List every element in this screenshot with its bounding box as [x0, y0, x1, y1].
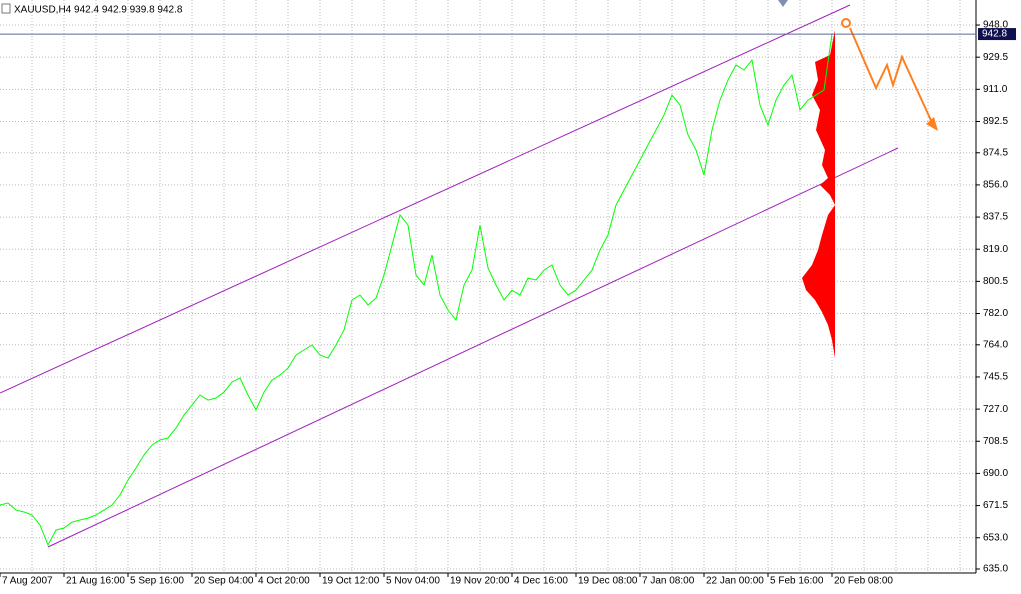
y-tick-label: 727.0 [983, 404, 1008, 415]
x-tick-label: 21 Aug 16:00 [66, 576, 125, 587]
x-tick-label: 22 Jan 00:00 [706, 576, 764, 587]
y-tick-label: 948.0 [983, 20, 1008, 31]
forecast-arrow [841, 18, 938, 131]
chart-icon [1, 3, 11, 14]
x-tick-label: 5 Feb 16:00 [770, 576, 824, 587]
y-tick-label: 690.0 [983, 468, 1008, 479]
y-tick-label: 653.0 [983, 532, 1008, 543]
arrow-head [926, 117, 938, 131]
x-tick-label: 19 Nov 20:00 [450, 576, 510, 587]
x-tick-label: 19 Dec 08:00 [578, 576, 638, 587]
x-tick-label: 4 Dec 16:00 [514, 576, 568, 587]
grid [0, 0, 976, 573]
forecast-start [841, 18, 851, 28]
y-tick-label: 911.0 [983, 84, 1008, 95]
channel-upper [0, 4, 851, 394]
x-tick-label: 7 Jan 08:00 [642, 576, 695, 587]
x-tick-label: 19 Oct 12:00 [322, 576, 380, 587]
x-tick-label: 7 Aug 2007 [2, 576, 53, 587]
y-tick-label: 874.5 [983, 147, 1008, 158]
y-tick-label: 635.0 [983, 564, 1008, 575]
period-marker [778, 0, 788, 7]
y-tick-label: 856.0 [983, 180, 1008, 191]
y-tick-label: 892.5 [983, 116, 1008, 127]
y-tick-label: 708.5 [983, 436, 1008, 447]
x-tick-label: 5 Sep 16:00 [130, 576, 184, 587]
x-tick-label: 20 Feb 08:00 [834, 576, 893, 587]
forecast-path [849, 27, 935, 128]
channel-lower [47, 147, 899, 548]
chart-title: XAUUSD,H4 942.4 942.9 939.8 942.8 [14, 5, 183, 16]
y-tick-label: 745.5 [983, 372, 1008, 383]
y-tick-label: 837.5 [983, 212, 1008, 223]
last-price-label: 942.8 [982, 29, 1007, 40]
y-tick-label: 819.0 [983, 244, 1008, 255]
y-tick-label: 800.5 [983, 276, 1008, 287]
price-line [0, 34, 833, 547]
y-tick-label: 929.5 [983, 52, 1008, 63]
x-tick-label: 4 Oct 20:00 [258, 576, 310, 587]
y-tick-label: 782.0 [983, 308, 1008, 319]
last-price-box [978, 28, 1016, 41]
x-tick-label: 5 Nov 04:00 [386, 576, 440, 587]
volume-profile [802, 30, 835, 358]
x-tick-label: 20 Sep 04:00 [194, 576, 254, 587]
y-tick-label: 764.0 [983, 339, 1008, 350]
y-tick-label: 671.5 [983, 500, 1008, 511]
